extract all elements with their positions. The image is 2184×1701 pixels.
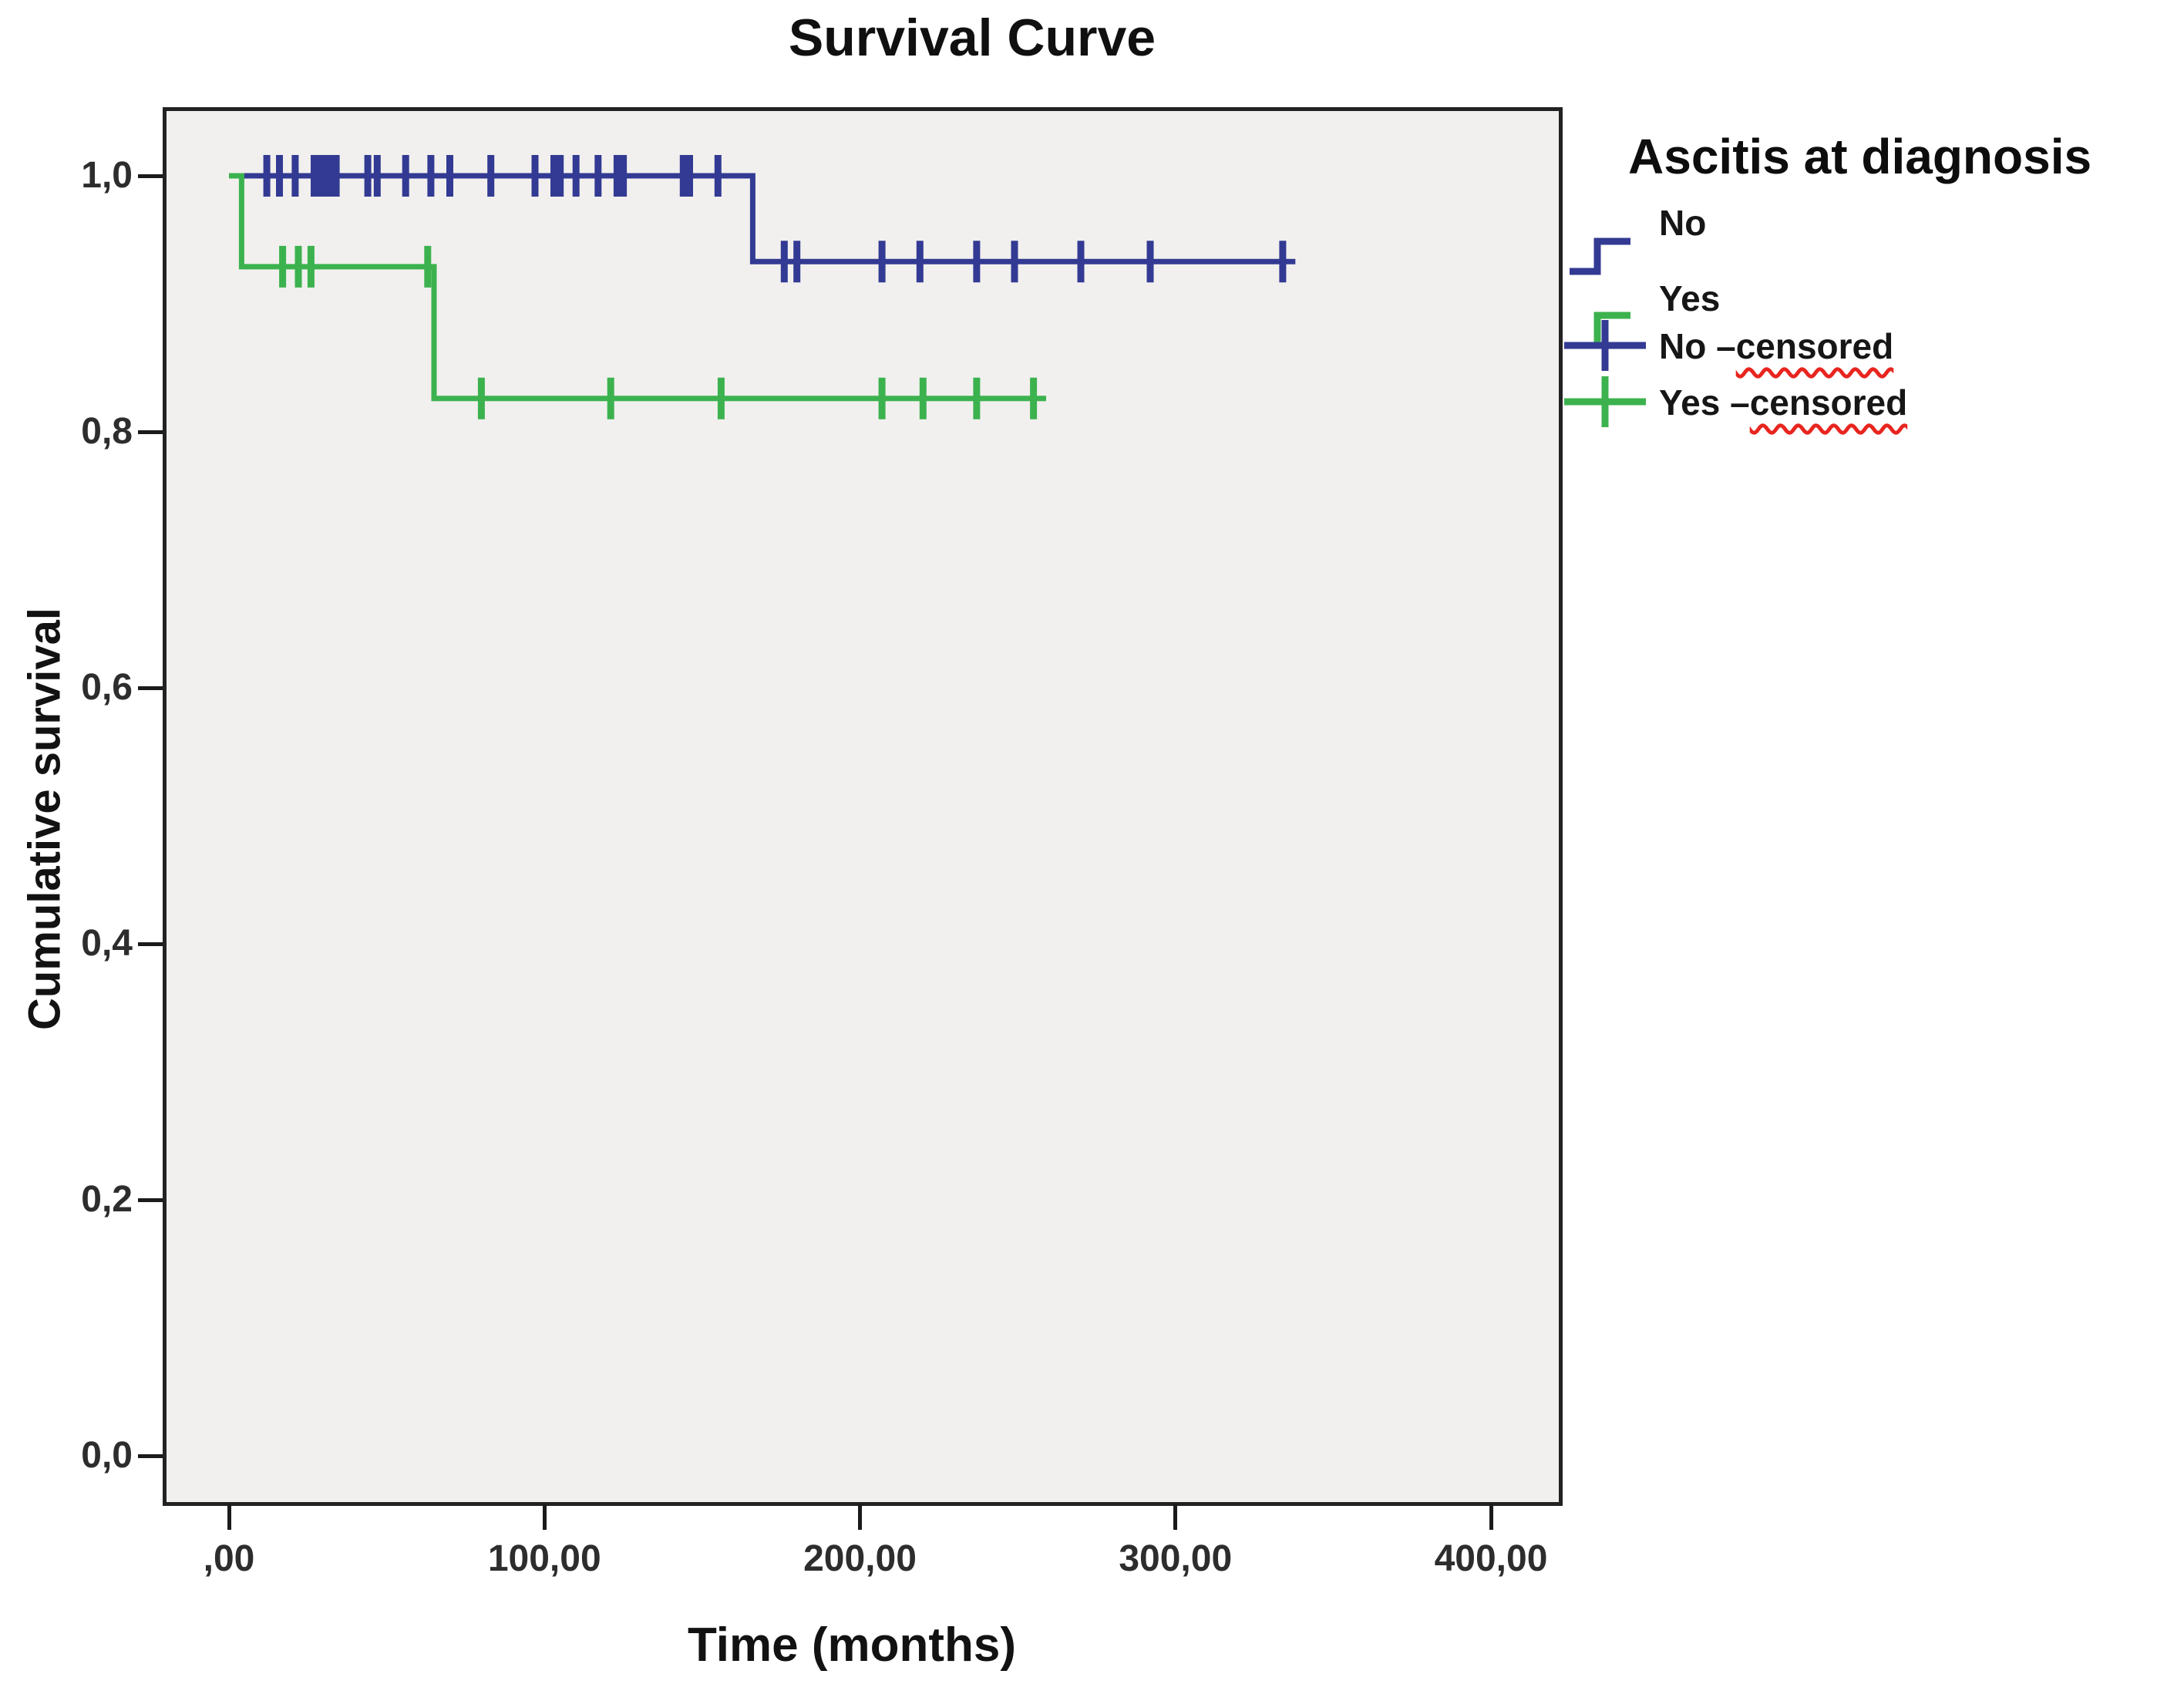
x-axis-tick-label: 100,00 <box>487 1538 601 1579</box>
survival-curve-no <box>229 173 1296 264</box>
x-axis-tick <box>1173 1504 1178 1530</box>
censor-plus-icon <box>1564 376 1646 427</box>
x-axis-tick-label: 300,00 <box>1119 1538 1233 1579</box>
x-axis-title: Time (months) <box>688 1618 1016 1672</box>
y-axis-tick-label: 0,6 <box>81 667 133 708</box>
x-axis-tick <box>1489 1504 1493 1530</box>
x-axis-tick-label: ,00 <box>203 1538 255 1579</box>
legend-item-no-censored: No –censored <box>1659 325 1893 367</box>
legend-item-yes-censored-prefix: Yes – <box>1659 382 1750 423</box>
survival-curves-canvas <box>229 155 1296 419</box>
y-axis-tick-label: 1,0 <box>81 155 133 196</box>
legend-item-no-label: No <box>1659 203 1707 243</box>
plot-area <box>163 107 1563 1506</box>
y-axis-tick <box>138 173 163 178</box>
y-axis-tick-label: 0,0 <box>81 1435 133 1476</box>
y-axis-tick <box>138 941 163 946</box>
legend-item-yes-label: Yes <box>1659 278 1721 318</box>
x-axis-tick <box>858 1504 862 1530</box>
censor-plus-icon <box>1564 320 1646 371</box>
legend-item-no: No <box>1659 202 1706 244</box>
x-axis-tick <box>227 1504 231 1530</box>
y-axis-tick-label: 0,8 <box>81 411 133 452</box>
x-axis-tick-label: 400,00 <box>1434 1538 1548 1579</box>
x-axis-tick <box>542 1504 547 1530</box>
y-axis-tick-label: 0,4 <box>81 923 133 964</box>
legend-item-yes-censored-wavy: censored <box>1749 382 1908 423</box>
legend-item-yes-censored: Yes –censored <box>1659 382 1907 423</box>
chart-title: Survival Curve <box>788 8 1156 67</box>
legend-item-yes: Yes <box>1659 278 1720 319</box>
y-axis-tick <box>138 429 163 434</box>
legend-title: Ascitis at diagnosis <box>1628 129 2092 184</box>
y-axis-tick <box>138 1453 163 1458</box>
y-axis-tick <box>138 685 163 690</box>
legend-item-no-censored-wavy: censored <box>1735 326 1894 366</box>
x-axis-tick-label: 200,00 <box>803 1538 917 1579</box>
step-line-icon <box>1570 237 1630 275</box>
y-axis-tick-label: 0,2 <box>81 1179 133 1220</box>
legend-item-no-censored-prefix: No – <box>1659 326 1736 366</box>
survival-curve-yes <box>229 173 1046 402</box>
y-axis-tick <box>138 1197 163 1202</box>
